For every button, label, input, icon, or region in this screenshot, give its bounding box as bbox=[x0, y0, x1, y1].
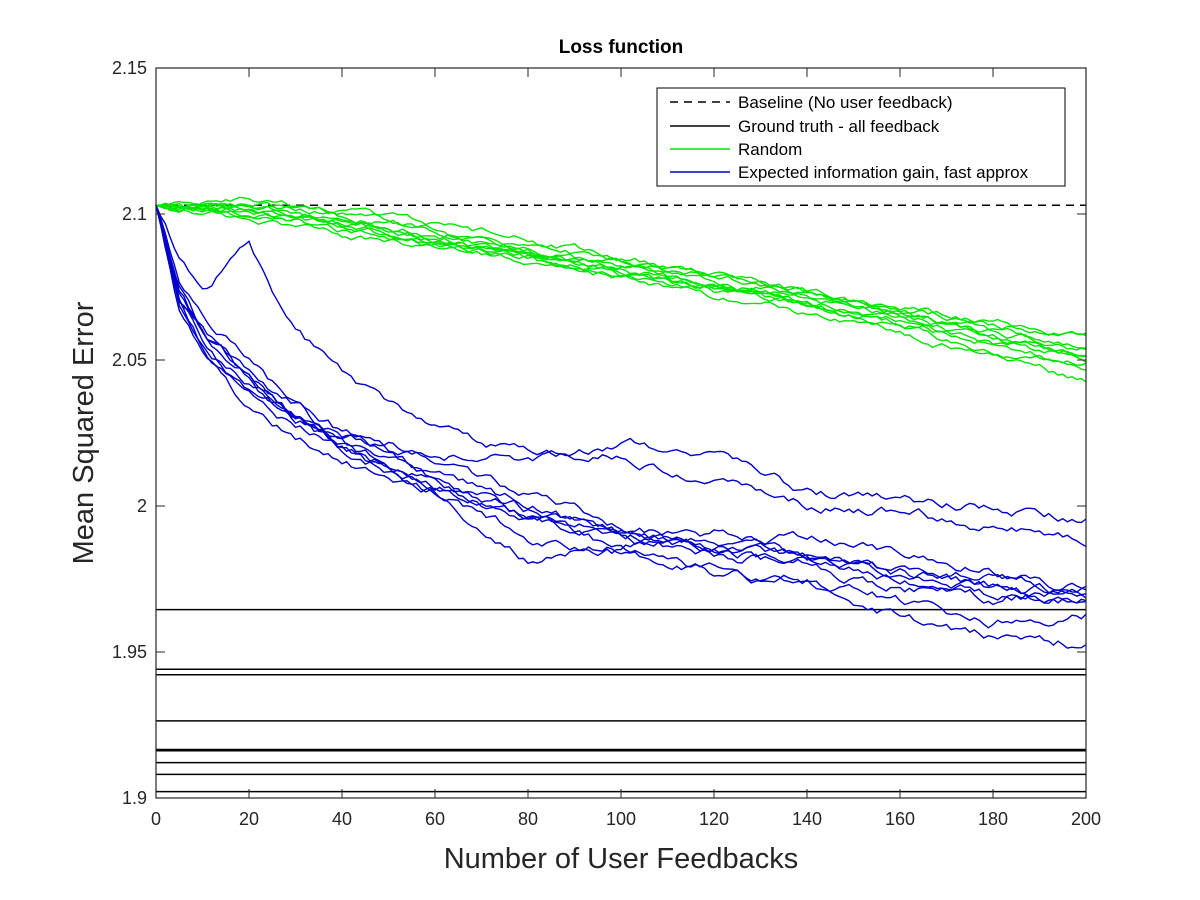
y-tick-label: 1.9 bbox=[122, 788, 147, 808]
legend-label-baseline: Baseline (No user feedback) bbox=[738, 93, 953, 112]
eig-curve-10 bbox=[155, 205, 1087, 629]
legend: Baseline (No user feedback) Ground truth… bbox=[656, 87, 1066, 187]
random-curve-10 bbox=[155, 204, 1086, 351]
legend-label-random: Random bbox=[738, 140, 802, 159]
x-tick-label: 60 bbox=[425, 809, 445, 829]
y-tick-label: 2 bbox=[137, 496, 147, 516]
eig-curve-9 bbox=[155, 205, 1087, 649]
x-axis-label: Number of User Feedbacks bbox=[444, 843, 799, 875]
x-tick-label: 200 bbox=[1071, 809, 1101, 829]
x-tick-label: 140 bbox=[792, 809, 822, 829]
eig-curve-6 bbox=[155, 205, 1087, 604]
x-tick-label: 100 bbox=[606, 809, 636, 829]
x-tick-label: 0 bbox=[151, 809, 161, 829]
random-curve-9 bbox=[155, 202, 1086, 357]
x-tick-label: 120 bbox=[699, 809, 729, 829]
x-tick-label: 160 bbox=[885, 809, 915, 829]
eig-curve-8 bbox=[155, 204, 1087, 606]
eig-curve-3 bbox=[155, 205, 1087, 599]
x-tick-label: 40 bbox=[332, 809, 352, 829]
random-curve-8 bbox=[156, 201, 1087, 337]
eig-curve-4 bbox=[155, 205, 1087, 592]
x-tick-label: 180 bbox=[978, 809, 1008, 829]
plot-area bbox=[156, 68, 1086, 798]
x-tick-label: 20 bbox=[239, 809, 259, 829]
eig-curve-5 bbox=[155, 205, 1087, 604]
eig-curve-1 bbox=[155, 204, 1087, 524]
y-tick-label: 2.05 bbox=[112, 350, 147, 370]
random-curve-4 bbox=[155, 196, 1087, 363]
legend-box bbox=[656, 87, 1066, 187]
y-tick-label: 1.95 bbox=[112, 642, 147, 662]
y-tick-label: 2.15 bbox=[112, 58, 147, 78]
x-tick-label: 80 bbox=[518, 809, 538, 829]
y-tick-label: 2.1 bbox=[122, 204, 147, 224]
y-axis-label: Mean Squared Error bbox=[68, 301, 100, 564]
legend-label-ground-truth: Ground truth - all feedback bbox=[738, 117, 940, 136]
chart-title: Loss function bbox=[559, 37, 684, 58]
legend-label-eig: Expected information gain, fast approx bbox=[738, 163, 1029, 182]
random-curve-5 bbox=[155, 204, 1087, 383]
